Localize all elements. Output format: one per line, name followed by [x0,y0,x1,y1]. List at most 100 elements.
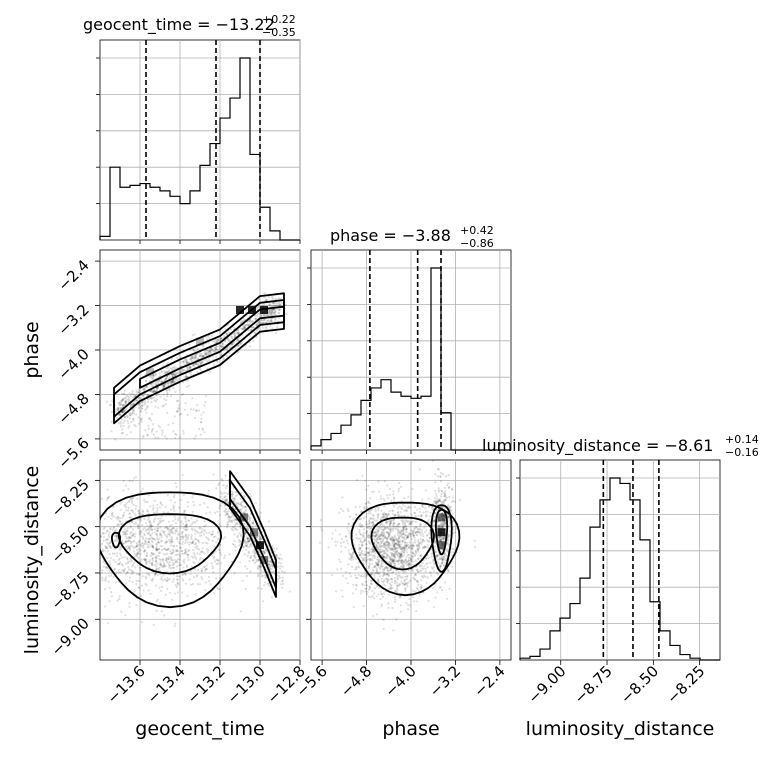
sample-point [229,516,232,520]
sample-point [197,539,200,542]
sample-point [130,572,133,576]
sample-point [418,507,421,510]
sample-point [235,523,239,526]
sample-point [369,543,372,546]
sample-point [269,312,273,315]
sample-point [150,430,153,433]
sample-point [379,497,383,500]
sample-point [263,314,266,317]
sample-point [139,517,142,520]
sample-point [377,579,380,582]
sample-point [382,580,385,584]
sample-point [126,571,129,574]
sample-point [391,558,394,561]
sample-point [225,512,228,515]
sample-point [354,583,358,586]
sample-point [189,366,192,369]
sample-point [139,517,142,521]
sample-point [81,601,83,603]
sample-point [170,540,173,543]
sample-point [139,409,142,412]
sample-point [411,533,414,536]
sample-point [256,314,259,318]
sample-point [151,557,154,560]
sample-point [318,541,321,544]
sample-point [390,520,393,523]
sample-point [205,536,208,539]
sample-point [167,562,170,565]
sample-point [250,328,253,332]
sample-point [104,532,107,535]
sample-point [215,345,219,348]
sample-point [145,537,148,540]
sample-point [387,574,390,577]
sample-point [352,518,355,521]
sample-point [404,544,407,547]
sample-point [183,368,186,371]
sample-point [413,511,416,514]
sample-point [102,527,105,530]
sample-point [157,568,160,571]
sample-point [444,521,447,524]
sample-point [237,538,240,542]
sample-point [188,519,191,522]
sample-point [423,530,427,534]
sample-point [434,545,437,548]
sample-point [405,537,408,540]
sample-point [383,542,386,545]
sample-point [146,524,149,527]
sample-point [86,589,88,591]
sample-point [399,595,402,599]
sample-point [140,404,143,407]
sample-point [143,388,146,391]
sample-point [249,544,252,547]
sample-point [117,523,121,527]
sample-point [392,555,395,558]
sample-point [231,495,234,498]
sample-point [264,581,267,584]
sample-point [186,366,189,369]
sample-point [233,334,237,337]
sample-point [94,573,96,575]
sample-point [137,586,140,589]
sample-point [175,575,178,578]
sample-point [393,561,396,564]
sample-point [386,557,389,560]
sample-point [155,556,158,559]
sample-point [244,531,247,534]
sample-point [396,531,399,534]
sample-point [407,505,410,508]
sample-point [378,575,382,578]
sample-point [246,527,249,530]
sample-point [126,415,129,419]
sample-point [441,561,444,564]
sample-point [159,563,162,566]
sample-point [239,533,242,537]
sample-point [153,574,156,577]
sample-point [359,546,362,549]
sample-point [407,563,410,566]
sample-point [181,473,184,476]
sample-point [122,530,125,533]
sample-point [158,563,162,566]
sample-point [151,390,154,393]
sample-point [139,519,142,523]
sample-point [275,547,278,550]
sample-point [150,384,153,388]
sample-point [198,354,201,358]
sample-point [414,539,417,542]
sample-point [359,548,362,551]
sample-point [408,523,411,526]
sample-point [258,305,261,308]
sample-point [200,352,203,355]
sample-point [122,398,125,402]
sample-point [385,577,388,580]
sample-point [266,582,269,586]
sample-point [411,546,414,550]
sample-point [179,555,182,558]
sample-point [375,539,378,542]
sample-point [404,527,407,530]
sample-point [184,518,187,521]
sample-point [143,534,146,537]
